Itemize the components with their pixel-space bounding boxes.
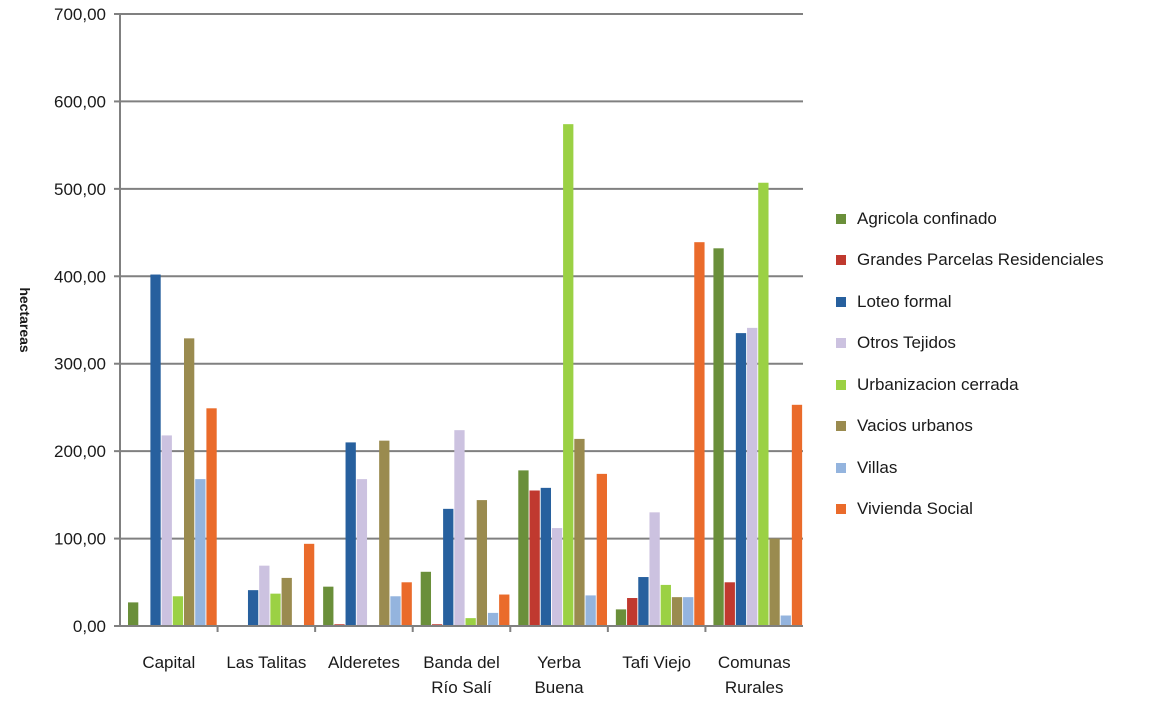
legend-swatch	[836, 379, 846, 390]
bar	[627, 598, 638, 626]
legend-item: Loteo formal	[836, 281, 1104, 323]
bar	[563, 124, 574, 626]
bar	[465, 618, 476, 626]
y-axis-label: hectareas	[17, 287, 33, 353]
legend-swatch	[836, 338, 846, 349]
bar	[769, 538, 780, 626]
legend-swatch	[836, 421, 846, 432]
bar	[638, 577, 649, 626]
bar	[596, 473, 607, 626]
y-tick-label: 500,00	[54, 180, 106, 199]
bar	[420, 571, 432, 626]
y-tick-labels: 0,00 100,00 200,00 300,00 400,00 500,00 600,00…	[54, 5, 106, 636]
legend-label: Agricola confinado	[857, 208, 997, 228]
bar	[172, 596, 184, 626]
legend-item: Urbanizacion cerrada	[836, 364, 1104, 406]
bar	[281, 577, 292, 626]
bar	[585, 595, 596, 626]
y-tick-label: 100,00	[54, 530, 106, 549]
legend-label: Otros Tejidos	[857, 333, 956, 353]
bar	[184, 338, 195, 626]
legend-swatch	[836, 462, 846, 473]
x-tick-label: Las Talitas	[226, 653, 306, 672]
bar	[270, 593, 281, 626]
bar	[615, 609, 627, 626]
y-tick-label: 300,00	[54, 355, 106, 374]
y-tick-label: 400,00	[54, 267, 106, 286]
bar	[694, 242, 705, 626]
bar	[323, 586, 334, 626]
bar	[128, 602, 139, 626]
bar	[259, 565, 270, 626]
y-tick-label: 700,00	[54, 5, 106, 24]
bar	[518, 470, 529, 626]
legend-item: Grandes Parcelas Residenciales	[836, 240, 1104, 282]
bar	[540, 487, 551, 626]
bar	[724, 582, 735, 626]
legend-item: Vacios urbanos	[836, 406, 1104, 448]
x-tick-label: Tafi Viejo	[622, 653, 691, 672]
x-tick-label: Capital	[142, 653, 195, 672]
x-tick-label: Alderetes	[328, 653, 400, 672]
bar	[499, 594, 510, 626]
bar	[735, 333, 747, 626]
legend-swatch	[836, 213, 846, 224]
bar	[379, 440, 390, 626]
bar	[401, 582, 412, 626]
x-tick-labels: Capital Las Talitas Alderetes Banda del Río …	[142, 653, 790, 697]
legend-label: Vivienda Social	[857, 499, 973, 519]
x-tick-label: Yerba Buena	[534, 653, 584, 697]
bar	[487, 612, 499, 626]
bar	[747, 327, 758, 626]
y-tick-label: 200,00	[54, 442, 106, 461]
legend-swatch	[836, 504, 846, 515]
bar	[683, 597, 694, 626]
y-tick-label: 0,00	[73, 617, 106, 636]
x-tick-label: Comunas Rurales	[718, 653, 791, 697]
bar	[791, 404, 803, 626]
legend-swatch	[836, 255, 846, 266]
bar	[660, 584, 671, 626]
x-tick-label: Banda del Río Salí	[423, 653, 500, 697]
legend-label: Vacios urbanos	[857, 416, 973, 436]
bar	[195, 479, 206, 626]
legend-item: Villas	[836, 447, 1104, 489]
legend-label: Loteo formal	[857, 291, 952, 311]
bar	[390, 596, 401, 626]
legend-label: Urbanizacion cerrada	[857, 374, 1019, 394]
legend: Agricola confinado Grandes Parcelas Resid…	[836, 198, 1104, 530]
bar	[303, 543, 315, 626]
bar	[713, 248, 724, 626]
bar	[454, 430, 465, 626]
bars	[128, 124, 803, 627]
legend-item: Agricola confinado	[836, 198, 1104, 240]
bar	[443, 508, 454, 626]
axes	[119, 14, 803, 627]
bar	[649, 512, 660, 626]
bar	[150, 274, 161, 626]
bar	[206, 408, 217, 626]
legend-item: Otros Tejidos	[836, 323, 1104, 365]
bar	[671, 597, 683, 626]
bar	[345, 442, 356, 626]
bar	[247, 590, 259, 626]
bar	[758, 182, 769, 627]
legend-label: Villas	[857, 457, 898, 477]
bar	[476, 500, 488, 626]
bar	[529, 490, 540, 626]
bar	[161, 435, 172, 626]
bar	[356, 479, 368, 626]
legend-item: Vivienda Social	[836, 489, 1104, 531]
bar	[551, 528, 563, 626]
bar	[780, 615, 791, 626]
gridlines	[114, 13, 803, 632]
legend-swatch	[836, 296, 846, 307]
legend-label: Grandes Parcelas Residenciales	[857, 250, 1104, 270]
bar	[574, 438, 585, 626]
y-tick-label: 600,00	[54, 92, 106, 111]
